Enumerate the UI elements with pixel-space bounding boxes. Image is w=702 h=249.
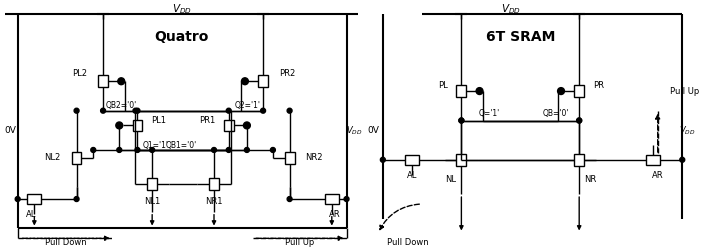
- Text: NR2: NR2: [305, 153, 323, 162]
- Circle shape: [287, 197, 292, 201]
- Circle shape: [117, 147, 121, 152]
- Circle shape: [118, 78, 125, 85]
- Text: PR2: PR2: [279, 69, 295, 78]
- Text: AL: AL: [26, 210, 37, 219]
- Bar: [72, 152, 81, 164]
- Circle shape: [344, 197, 349, 201]
- Circle shape: [116, 122, 123, 129]
- Circle shape: [557, 88, 564, 95]
- Circle shape: [91, 147, 95, 152]
- Bar: [147, 179, 157, 190]
- Circle shape: [577, 118, 582, 123]
- Text: AR: AR: [652, 171, 663, 180]
- Text: Quatro: Quatro: [154, 30, 208, 44]
- Text: AR: AR: [329, 210, 340, 219]
- Text: PL1: PL1: [151, 116, 166, 125]
- Text: $V_{DD}$: $V_{DD}$: [346, 124, 363, 137]
- Circle shape: [135, 108, 140, 113]
- Circle shape: [260, 108, 265, 113]
- Text: NL: NL: [446, 175, 456, 184]
- Bar: [456, 85, 466, 97]
- Bar: [325, 194, 338, 204]
- Bar: [406, 155, 419, 165]
- Text: Pull Up: Pull Up: [670, 87, 700, 96]
- Circle shape: [211, 147, 216, 152]
- Circle shape: [15, 197, 20, 201]
- Text: Q='1': Q='1': [479, 109, 501, 118]
- Bar: [209, 179, 219, 190]
- Text: Pull Down: Pull Down: [387, 238, 428, 247]
- Bar: [224, 120, 234, 131]
- Text: QB='0': QB='0': [543, 109, 569, 118]
- Text: Q2='1': Q2='1': [234, 101, 260, 110]
- Bar: [574, 154, 584, 166]
- Bar: [646, 155, 660, 165]
- Circle shape: [226, 108, 231, 113]
- Bar: [27, 194, 41, 204]
- Circle shape: [244, 147, 249, 152]
- Circle shape: [226, 147, 231, 152]
- Circle shape: [74, 197, 79, 201]
- Text: QB1='0': QB1='0': [166, 140, 197, 150]
- Circle shape: [244, 122, 251, 129]
- Text: NR: NR: [584, 175, 596, 184]
- Bar: [285, 152, 295, 164]
- Circle shape: [680, 157, 684, 162]
- Text: QB2='0': QB2='0': [106, 101, 138, 110]
- Circle shape: [459, 118, 464, 123]
- Text: $V_{DD}$: $V_{DD}$: [501, 3, 520, 16]
- Text: PR: PR: [593, 81, 604, 90]
- Text: 6T SRAM: 6T SRAM: [486, 30, 555, 44]
- Text: PL2: PL2: [72, 69, 87, 78]
- Text: PR1: PR1: [199, 116, 215, 125]
- Circle shape: [459, 118, 464, 123]
- Circle shape: [476, 88, 483, 95]
- Text: Pull Up: Pull Up: [285, 238, 314, 247]
- Bar: [98, 75, 108, 87]
- Text: NR1: NR1: [205, 197, 223, 206]
- Text: Q1='1': Q1='1': [143, 140, 168, 150]
- Bar: [574, 85, 584, 97]
- Bar: [456, 154, 466, 166]
- Circle shape: [74, 108, 79, 113]
- Text: 0V: 0V: [367, 126, 379, 135]
- Circle shape: [133, 108, 138, 113]
- Text: 0V: 0V: [4, 126, 15, 135]
- Circle shape: [270, 147, 275, 152]
- Bar: [258, 75, 268, 87]
- Text: PL: PL: [438, 81, 448, 90]
- Text: NL1: NL1: [144, 197, 160, 206]
- Text: $V_{DD}$: $V_{DD}$: [172, 3, 192, 16]
- Text: AL: AL: [407, 171, 418, 180]
- Circle shape: [135, 147, 140, 152]
- Circle shape: [380, 157, 385, 162]
- Circle shape: [577, 118, 582, 123]
- Text: $V_{DD}$: $V_{DD}$: [679, 124, 696, 137]
- Text: Pull Down: Pull Down: [45, 238, 86, 247]
- Circle shape: [150, 147, 154, 152]
- Circle shape: [100, 108, 105, 113]
- Bar: [133, 120, 143, 131]
- Circle shape: [287, 108, 292, 113]
- Circle shape: [241, 78, 249, 85]
- Text: NL2: NL2: [45, 153, 61, 162]
